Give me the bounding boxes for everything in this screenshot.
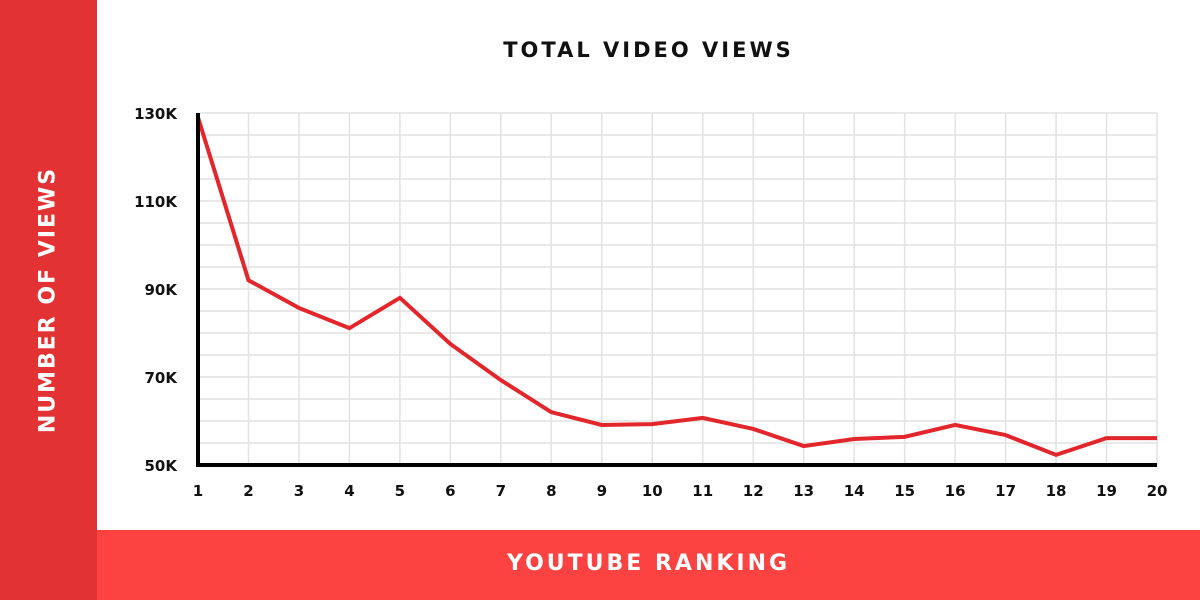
x-tick-label: 3 <box>294 482 304 500</box>
x-tick-label: 17 <box>995 482 1016 500</box>
x-tick-label: 20 <box>1147 482 1168 500</box>
x-tick-label: 1 <box>193 482 203 500</box>
x-tick-label: 2 <box>243 482 253 500</box>
x-tick-label: 9 <box>597 482 607 500</box>
y-tick-label: 50K <box>145 457 179 475</box>
chart-title: TOTAL VIDEO VIEWS <box>503 38 794 62</box>
x-tick-label: 15 <box>894 482 915 500</box>
x-tick-label: 14 <box>844 482 865 500</box>
series-line <box>196 116 1157 458</box>
x-tick-label: 7 <box>496 482 506 500</box>
x-tick-label: 5 <box>395 482 405 500</box>
x-tick-label: 10 <box>642 482 663 500</box>
x-axis-label: YOUTUBE RANKING <box>506 551 791 576</box>
y-tick-label: 70K <box>145 369 179 387</box>
x-tick-label: 8 <box>546 482 556 500</box>
x-tick-label: 6 <box>445 482 455 500</box>
x-tick-label: 19 <box>1096 482 1117 500</box>
y-tick-label: 90K <box>145 281 179 299</box>
left-band <box>0 0 97 600</box>
y-tick-label: 130K <box>134 105 178 123</box>
x-tick-label: 12 <box>743 482 764 500</box>
y-tick-label: 110K <box>134 193 178 211</box>
x-tick-label: 16 <box>945 482 966 500</box>
x-tick-label: 18 <box>1046 482 1067 500</box>
x-tick-label: 11 <box>692 482 713 500</box>
bottom-band <box>97 530 1200 600</box>
x-tick-label: 13 <box>793 482 814 500</box>
x-tick-label: 4 <box>344 482 354 500</box>
